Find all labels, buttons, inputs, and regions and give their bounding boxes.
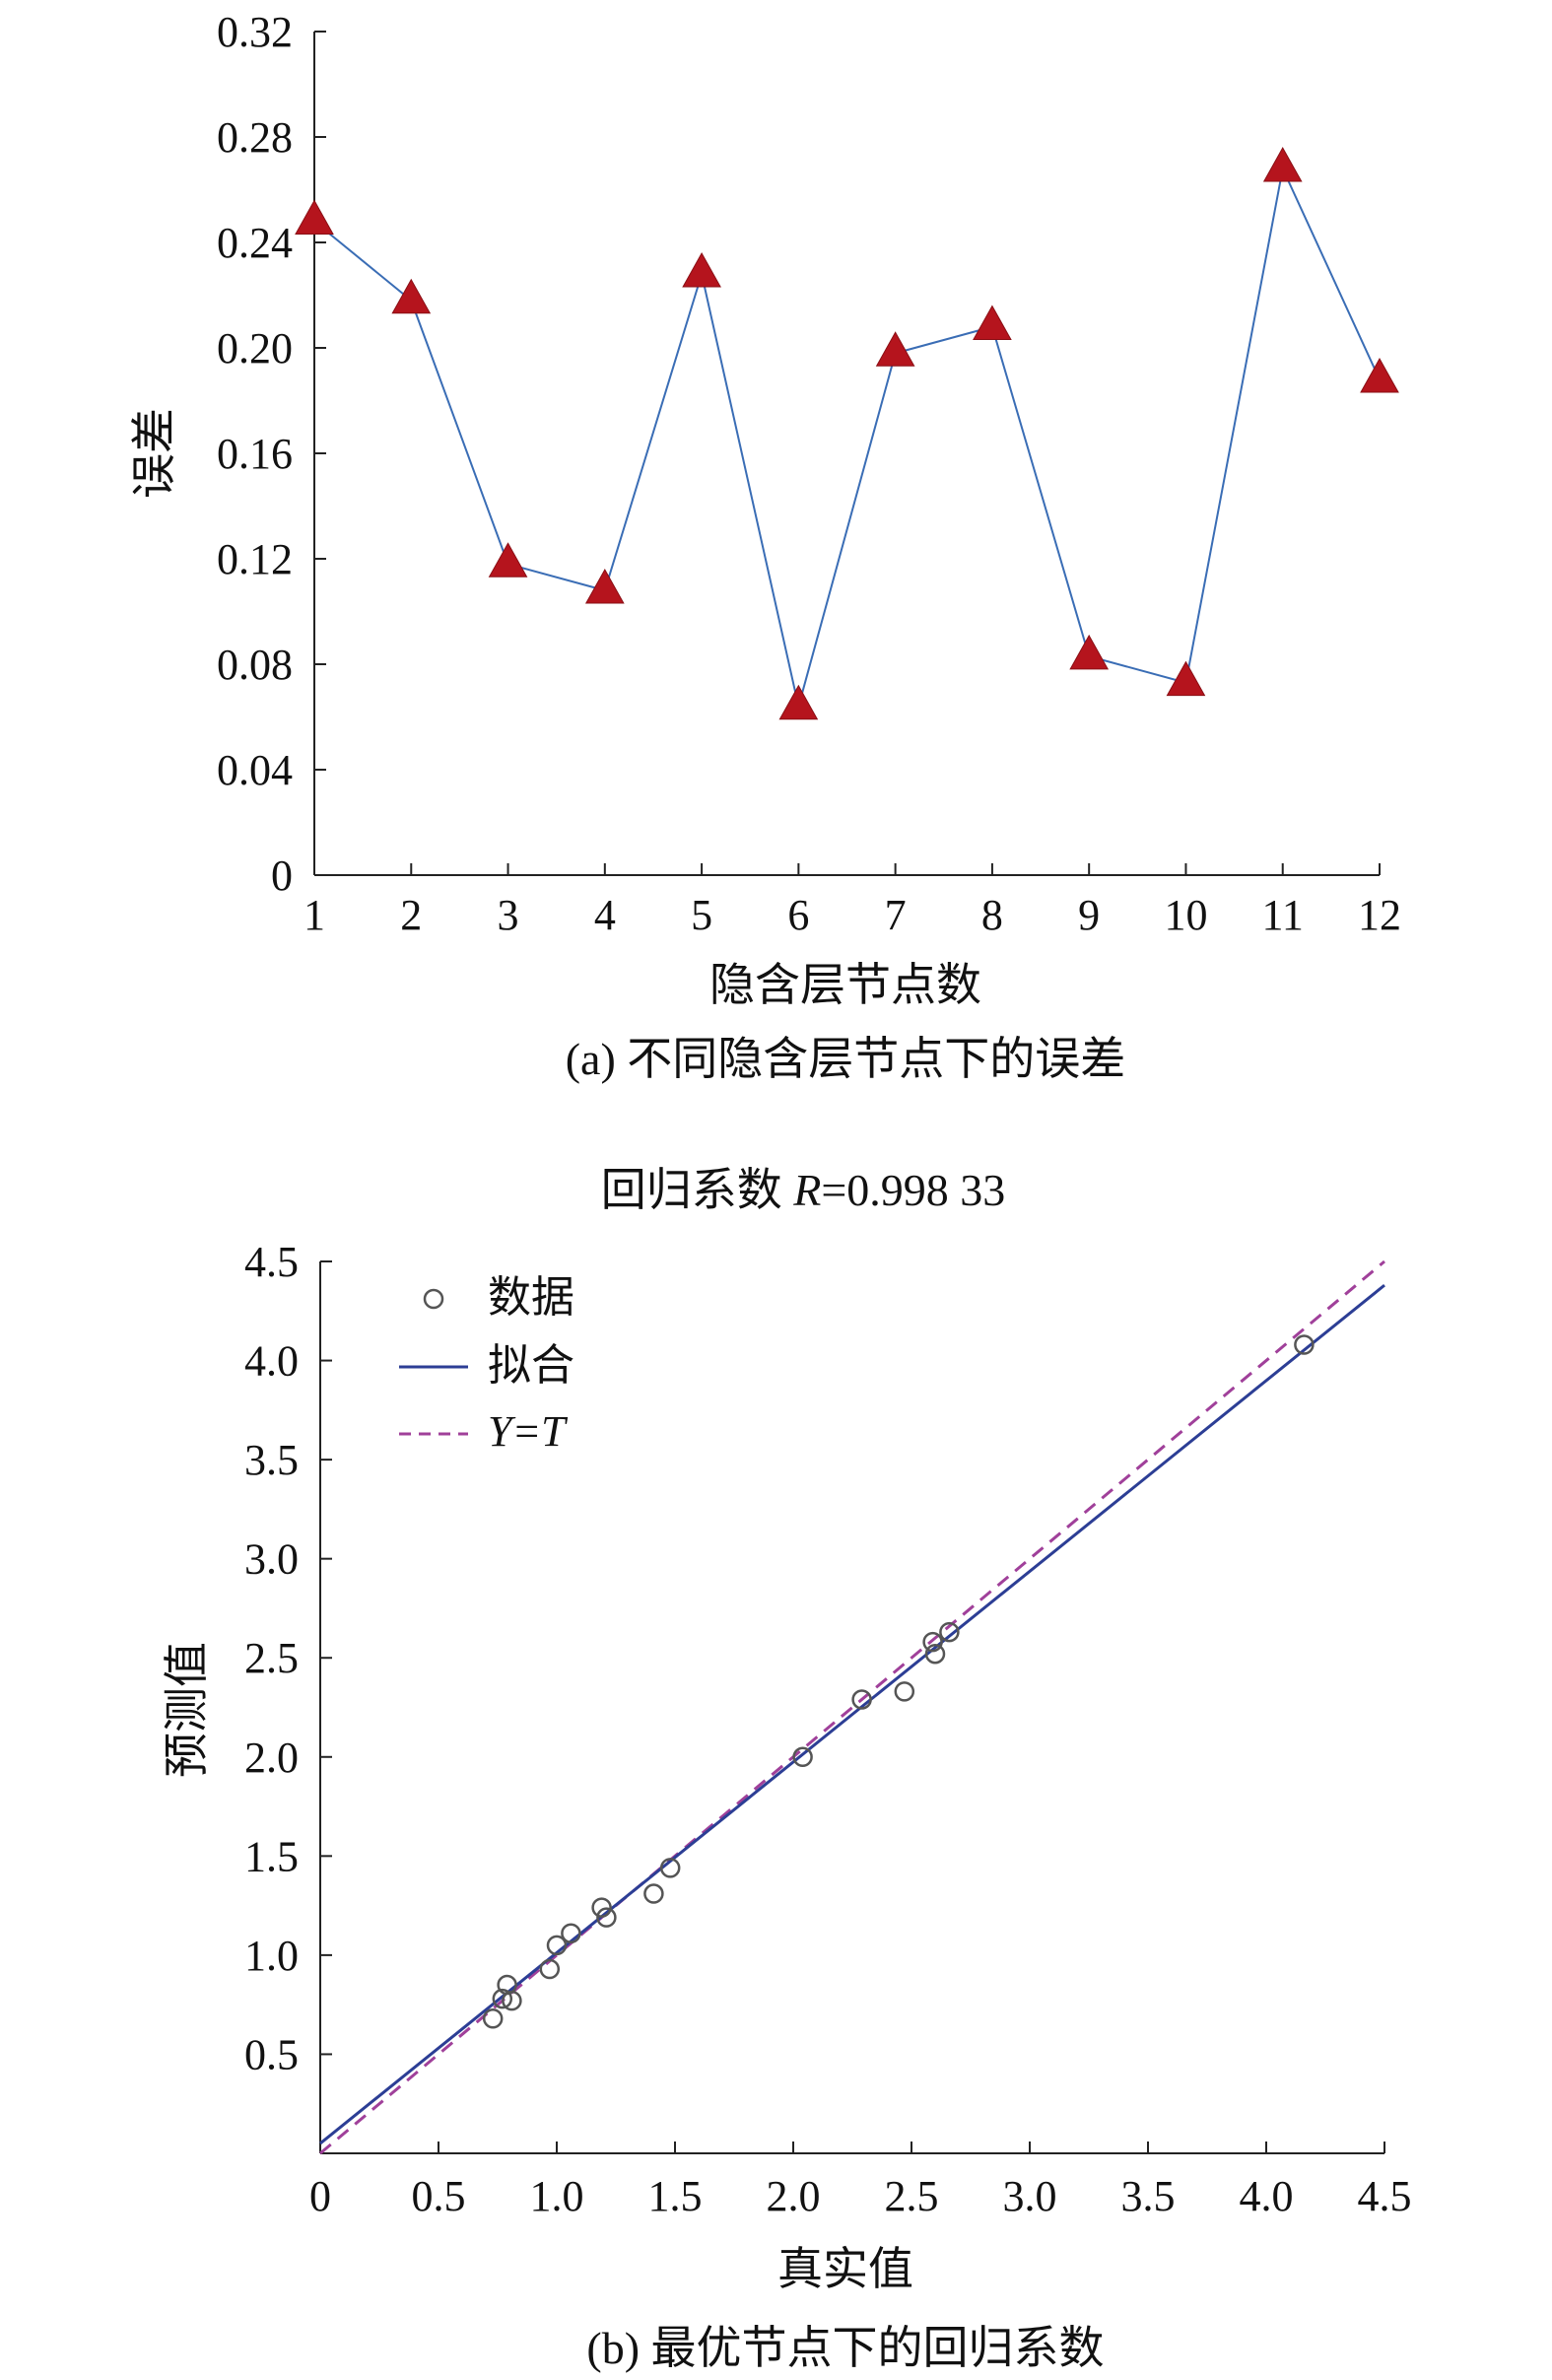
chart-a-x-tick-label: 1: [304, 891, 325, 939]
chart-b-data-point: [643, 1883, 664, 1904]
chart-a-x-tick-label: 7: [885, 891, 907, 939]
chart-b-title: 回归系数 R=0.998 33: [601, 1165, 1006, 1215]
chart-b-data-point: [561, 1923, 581, 1944]
chart-b: 回归系数 R=0.998 33 0.5 1.0 1.5 2.0 2.5 3.0 3.5 4.0…: [162, 1165, 1412, 2373]
legend-data-label: 数据: [488, 1273, 574, 1322]
chart-a-y-tick-label: 0.28: [217, 113, 293, 162]
chart-a-y-ticks: 0 0.04 0.08 0.12 0.16 0.20 0.24 0.28 0.32: [217, 8, 326, 900]
chart-b-axes: [319, 1261, 1384, 2154]
chart-b-y-tick-label: 3.0: [244, 1535, 299, 1584]
chart-a-series-line: [313, 165, 1381, 708]
chart-a-x-ticks: 1 2 3 4 5 6 7 8 9 10 11 12: [304, 863, 1401, 939]
chart-a-x-tick-label: 4: [594, 891, 616, 939]
chart-b-data-point: [792, 1746, 813, 1768]
chart-b-x-tick-label: 3.0: [1003, 2172, 1057, 2220]
chart-b-data-point: [482, 2007, 504, 2029]
chart-a-marker-triangle: [682, 251, 721, 288]
chart-b-data-point: [659, 1858, 681, 1878]
chart-b-x-tick-label: 3.5: [1121, 2172, 1176, 2220]
chart-a-y-tick-label: 0.32: [217, 8, 293, 56]
chart-b-y-axis-label: 预测值: [162, 1642, 212, 1778]
chart-a-x-tick-label: 2: [400, 891, 422, 939]
chart-b-x-tick-label: 1.5: [648, 2172, 703, 2220]
chart-b-fit-line: [319, 1283, 1385, 2145]
chart-a-marker-triangle: [778, 684, 819, 720]
chart-b-data-point: [922, 1631, 943, 1653]
chart-a-marker-triangle: [295, 199, 334, 236]
chart-b-data-points: [482, 1334, 1315, 2029]
chart-b-x-tick-label: 2.0: [767, 2172, 821, 2220]
chart-a-x-tick-label: 6: [787, 891, 809, 939]
chart-a-markers: [295, 146, 1399, 720]
chart-b-x-tick-label: 2.5: [885, 2172, 939, 2220]
chart-b-data-point: [851, 1689, 872, 1710]
chart-b-title-prefix: 回归系数: [601, 1165, 794, 1215]
chart-a-marker-triangle: [1069, 634, 1110, 670]
chart-b-data-point: [539, 1958, 561, 1980]
chart-b-y-tick-label: 4.5: [244, 1238, 299, 1286]
chart-b-data-point: [939, 1621, 960, 1643]
chart-b-data-point: [894, 1681, 915, 1702]
chart-a-x-tick-label: 3: [498, 891, 519, 939]
chart-b-x-axis-label: 真实值: [777, 2244, 913, 2294]
chart-a-axes: [313, 32, 1380, 876]
chart-b-y-tick-label: 0.5: [244, 2030, 299, 2078]
chart-a-caption: (a) 不同隐含层节点下的误差: [566, 1034, 1126, 1084]
chart-b-data-point: [546, 1935, 568, 1956]
legend-identity-label: Y=T: [488, 1407, 569, 1456]
chart-b-y-ticks: 0.5 1.0 1.5 2.0 2.5 3.0 3.5 4.0 4.5: [244, 1238, 332, 2078]
chart-a-marker-triangle: [391, 278, 432, 314]
chart-b-data-point: [502, 1990, 522, 2011]
chart-b-data-point: [924, 1643, 946, 1665]
chart-a-y-axis-label: 误差: [129, 408, 179, 499]
chart-a-y-tick-label: 0.20: [217, 324, 293, 373]
chart-b-data-point: [591, 1897, 612, 1918]
chart-b-identity-line: [319, 1259, 1385, 2155]
chart-b-y-tick-label: 3.5: [244, 1436, 299, 1484]
chart-a-y-tick-label: 0.16: [217, 430, 293, 478]
chart-a-y-tick-label: 0.24: [217, 219, 293, 267]
chart-a-marker-triangle: [1360, 357, 1399, 393]
chart-b-x-tick-label: 4.0: [1240, 2172, 1294, 2220]
chart-a-marker-triangle: [1166, 660, 1206, 697]
chart-a-x-tick-label: 5: [691, 891, 712, 939]
chart-b-y-tick-label: 2.0: [244, 1734, 299, 1782]
chart-b-data-point: [596, 1907, 617, 1928]
chart-a-x-tick-label: 11: [1262, 891, 1304, 939]
chart-a-y-tick-label: 0.04: [217, 746, 293, 794]
legend-fit-label: 拟合: [488, 1341, 574, 1390]
chart-a-marker-triangle: [488, 542, 528, 578]
chart-b-x-tick-label: 4.5: [1358, 2172, 1412, 2220]
chart-a-x-axis-label: 隐含层节点数: [709, 960, 981, 1010]
chart-b-y-tick-label: 1.5: [244, 1832, 299, 1880]
chart-a-y-tick-label: 0: [271, 851, 293, 900]
chart-b-title-variable: R: [792, 1165, 821, 1215]
chart-a-x-tick-label: 9: [1078, 891, 1100, 939]
chart-a-y-tick-label: 0.12: [217, 535, 293, 583]
chart-a-marker-triangle: [875, 331, 915, 367]
chart-b-data-point: [492, 1988, 513, 2009]
chart-b-y-tick-label: 1.0: [244, 1932, 299, 1980]
chart-b-x-tick-label: 0: [309, 2172, 331, 2220]
chart-a-marker-triangle: [584, 568, 625, 604]
chart-a-y-tick-label: 0.08: [217, 641, 293, 689]
chart-a-x-tick-label: 10: [1164, 891, 1207, 939]
chart-b-y-tick-label: 2.5: [244, 1634, 299, 1682]
chart-a-marker-triangle: [1262, 146, 1303, 182]
chart-a-marker-triangle: [973, 305, 1012, 341]
legend-data-marker: [423, 1288, 444, 1310]
chart-a-x-tick-label: 12: [1358, 891, 1401, 939]
chart-b-data-point: [1294, 1334, 1315, 1355]
chart-b-title-value: =0.998 33: [821, 1165, 1005, 1215]
chart-b-x-tick-label: 1.0: [530, 2172, 584, 2220]
chart-b-x-tick-label: 0.5: [412, 2172, 466, 2220]
chart-b-legend: 数据 拟合 Y=T: [399, 1273, 574, 1456]
chart-b-x-ticks: 0 0.5 1.0 1.5 2.0 2.5 3.0 3.5 4.0 4.5: [309, 2142, 1412, 2220]
chart-b-y-tick-label: 4.0: [244, 1337, 299, 1386]
chart-b-caption: (b) 最优节点下的回归系数: [586, 2323, 1104, 2373]
chart-a-x-tick-label: 8: [981, 891, 1003, 939]
